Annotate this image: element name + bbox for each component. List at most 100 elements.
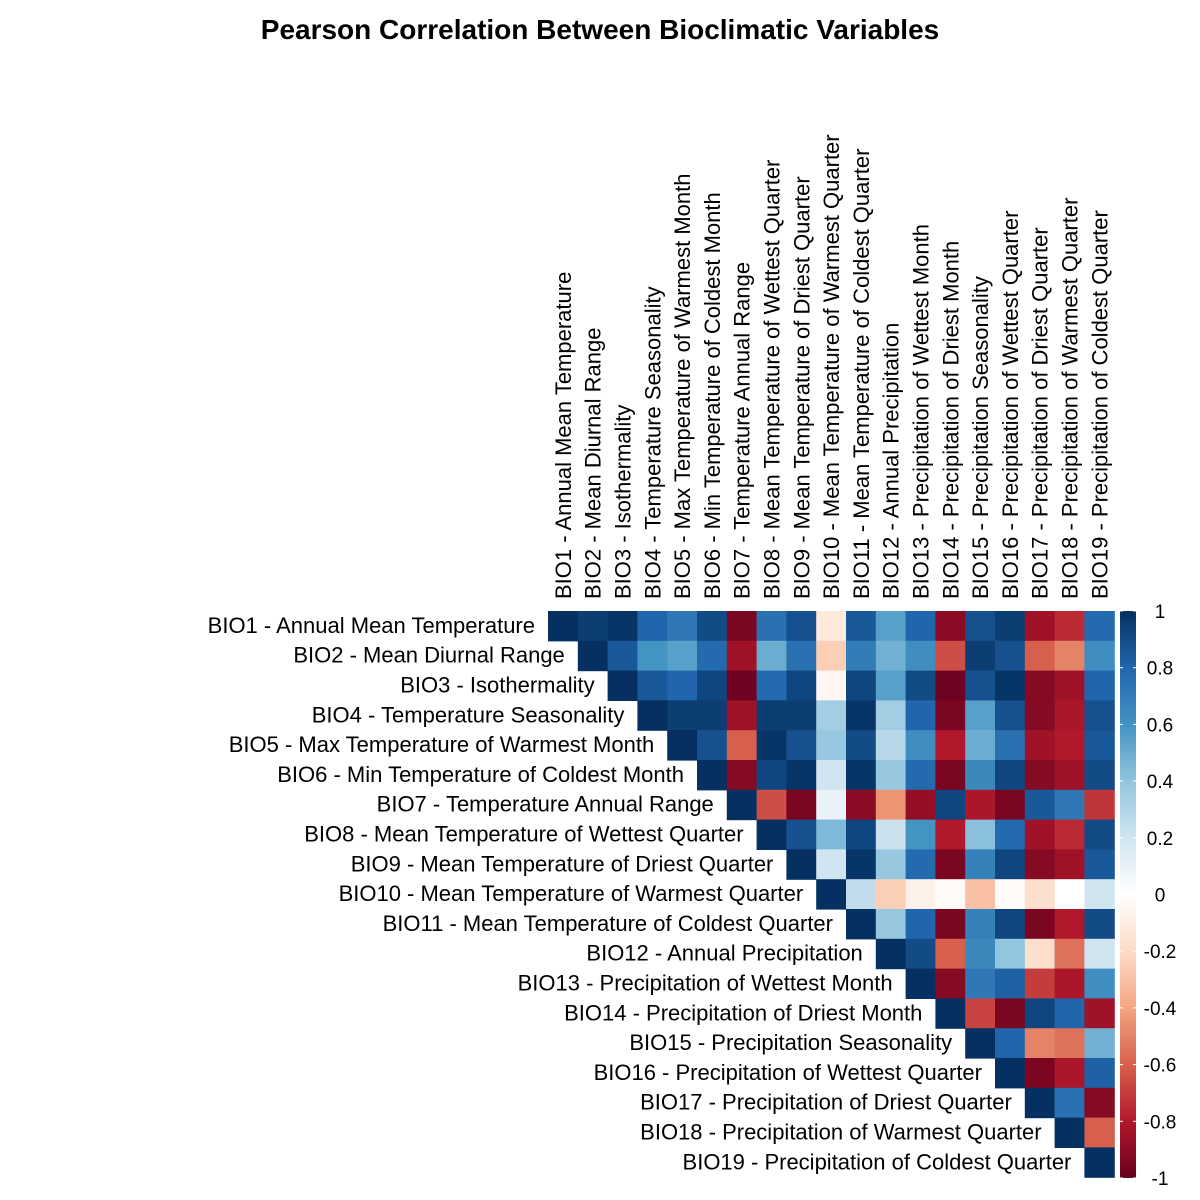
heatmap-cell (935, 611, 966, 642)
column-label: BIO9 - Mean Temperature of Driest Quarte… (789, 176, 814, 599)
heatmap-cell (637, 611, 668, 642)
heatmap-cell (697, 700, 728, 731)
heatmap-cell (1024, 730, 1056, 761)
heatmap-cell (905, 849, 936, 880)
colorbar-tick-label: 0.6 (1147, 715, 1173, 736)
heatmap-cell (607, 670, 638, 701)
heatmap-cell (697, 730, 728, 761)
heatmap-cell (846, 879, 877, 910)
column-label: BIO7 - Temperature Annual Range (730, 262, 755, 599)
heatmap-cell (965, 998, 996, 1029)
heatmap-cell (1054, 1058, 1085, 1089)
row-label: BIO17 - Precipitation of Driest Quarter (640, 1090, 1012, 1115)
heatmap-cell (816, 760, 847, 791)
heatmap-cell (786, 789, 817, 821)
heatmap-cell (905, 879, 936, 910)
heatmap-cell (875, 730, 907, 761)
heatmap-cell (756, 730, 787, 761)
heatmap-cell (935, 670, 966, 701)
heatmap-cell (965, 611, 996, 642)
heatmap-cell (1054, 998, 1085, 1029)
heatmap-cell (726, 760, 758, 791)
heatmap-cell (667, 730, 698, 761)
heatmap-cell (965, 700, 996, 731)
heatmap-cell (1054, 640, 1085, 672)
heatmap-cell (935, 700, 966, 731)
heatmap-cell (756, 640, 787, 672)
row-label: BIO5 - Max Temperature of Warmest Month (229, 732, 654, 757)
column-label: BIO13 - Precipitation of Wettest Month (909, 224, 934, 599)
row-label: BIO16 - Precipitation of Wettest Quarter (594, 1060, 982, 1085)
heatmap-cell (667, 670, 698, 701)
heatmap-cell (875, 789, 907, 821)
heatmap-cell (1054, 879, 1085, 910)
heatmap-cell (875, 700, 907, 731)
heatmap-cell (995, 909, 1026, 940)
colorbar-tick-label: 1 (1155, 602, 1166, 623)
row-label: BIO6 - Min Temperature of Coldest Month (277, 762, 684, 787)
heatmap-cell (935, 938, 966, 970)
heatmap-cell (697, 640, 728, 672)
heatmap-cell (1024, 968, 1056, 999)
heatmap-cell (965, 640, 996, 672)
heatmap-cell (756, 611, 787, 642)
heatmap-cell (846, 611, 877, 642)
heatmap-cell (726, 611, 758, 642)
heatmap-cell (875, 640, 907, 672)
heatmap-cell (1054, 730, 1085, 761)
heatmap-cell (786, 670, 817, 701)
heatmap-cell (875, 819, 907, 850)
heatmap-cell (905, 670, 936, 701)
heatmap-cell (726, 789, 758, 821)
heatmap-cell (995, 700, 1026, 731)
heatmap-cell (1054, 760, 1085, 791)
heatmap-cell (995, 849, 1026, 880)
heatmap-cell (697, 670, 728, 701)
heatmap-cell (846, 730, 877, 761)
heatmap-cell (1024, 611, 1056, 642)
heatmap-cell (756, 670, 787, 701)
heatmap-cell (846, 640, 877, 672)
heatmap-cell (1024, 700, 1056, 731)
heatmap-cell (965, 938, 996, 970)
heatmap-cell (786, 640, 817, 672)
row-label: BIO19 - Precipitation of Coldest Quarter (683, 1149, 1072, 1174)
colorbar-tick-label: 0.2 (1147, 829, 1173, 850)
heatmap-cell (1054, 1117, 1085, 1148)
heatmap-cell (875, 938, 907, 970)
heatmap-cell (935, 879, 966, 910)
heatmap-cell (1084, 849, 1115, 880)
heatmap-cell (786, 730, 817, 761)
row-label: BIO4 - Temperature Seasonality (312, 702, 625, 727)
heatmap-cell (995, 1058, 1026, 1089)
heatmap-cell (1084, 1087, 1115, 1119)
heatmap-cell (1054, 611, 1085, 642)
row-label: BIO7 - Temperature Annual Range (377, 792, 714, 817)
heatmap-cell (816, 789, 847, 821)
column-label: BIO11 - Mean Temperature of Coldest Quar… (849, 149, 874, 599)
row-label: BIO10 - Mean Temperature of Warmest Quar… (339, 881, 804, 906)
row-label: BIO3 - Isothermality (400, 673, 594, 698)
heatmap-cell (667, 700, 698, 731)
column-label: BIO4 - Temperature Seasonality (640, 286, 665, 599)
heatmap-cell (1084, 789, 1115, 821)
heatmap-cell (905, 730, 936, 761)
heatmap-cell (875, 909, 907, 940)
column-label: BIO6 - Min Temperature of Coldest Month (700, 192, 725, 599)
heatmap-cell (607, 640, 638, 672)
heatmap-cell (965, 670, 996, 701)
heatmap-cell (756, 819, 787, 850)
heatmap-cell (935, 730, 966, 761)
heatmap-cell (1024, 909, 1056, 940)
row-label: BIO18 - Precipitation of Warmest Quarter (640, 1120, 1041, 1145)
heatmap-cell (1084, 819, 1115, 850)
row-label: BIO12 - Annual Precipitation (586, 941, 862, 966)
column-label: BIO14 - Precipitation of Driest Month (938, 241, 963, 599)
heatmap-cell (995, 819, 1026, 850)
column-label: BIO15 - Precipitation Seasonality (968, 276, 993, 599)
heatmap-cell (1024, 1087, 1056, 1119)
colorbar (1120, 611, 1136, 1178)
heatmap-cell (935, 789, 966, 821)
heatmap-cell (726, 670, 758, 701)
heatmap-cell (726, 700, 758, 731)
